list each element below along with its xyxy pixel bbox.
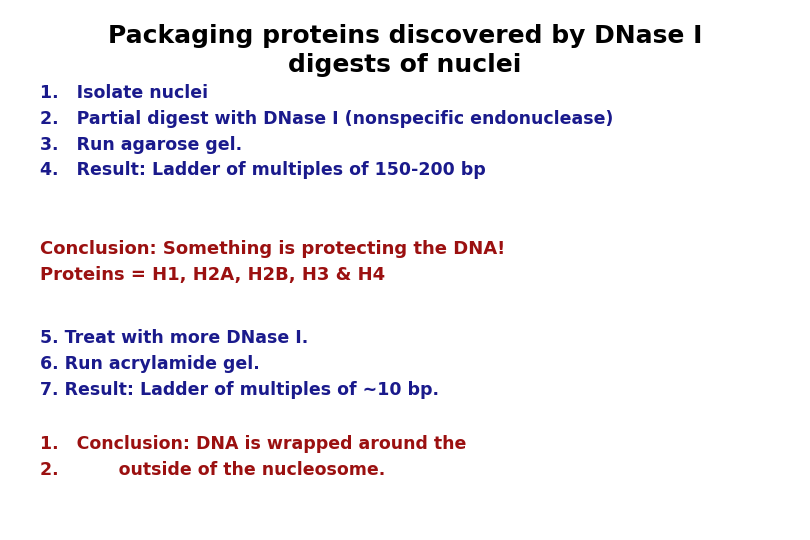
Text: 7. Result: Ladder of multiples of ~10 bp.: 7. Result: Ladder of multiples of ~10 bp… (40, 381, 440, 399)
Text: 1.   Isolate nuclei: 1. Isolate nuclei (40, 84, 209, 102)
Text: 3.   Run agarose gel.: 3. Run agarose gel. (40, 136, 243, 153)
Text: 2.   Partial digest with DNase I (nonspecific endonuclease): 2. Partial digest with DNase I (nonspeci… (40, 110, 614, 127)
Text: Proteins = H1, H2A, H2B, H3 & H4: Proteins = H1, H2A, H2B, H3 & H4 (40, 266, 386, 284)
Text: Packaging proteins discovered by DNase I
digests of nuclei: Packaging proteins discovered by DNase I… (108, 24, 702, 77)
Text: 1.   Conclusion: DNA is wrapped around the: 1. Conclusion: DNA is wrapped around the (40, 435, 467, 453)
Text: 6. Run acrylamide gel.: 6. Run acrylamide gel. (40, 355, 260, 373)
Text: 4.   Result: Ladder of multiples of 150-200 bp: 4. Result: Ladder of multiples of 150-20… (40, 161, 486, 179)
Text: Conclusion: Something is protecting the DNA!: Conclusion: Something is protecting the … (40, 240, 505, 258)
Text: 5. Treat with more DNase I.: 5. Treat with more DNase I. (40, 329, 309, 347)
Text: 2.          outside of the nucleosome.: 2. outside of the nucleosome. (40, 461, 386, 478)
